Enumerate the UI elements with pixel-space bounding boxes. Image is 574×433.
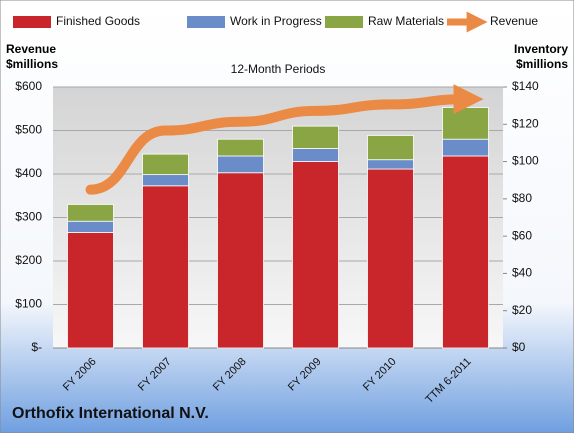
bar-segment [67,232,114,349]
y-tick-label: $- [31,340,42,354]
bar-segment [367,135,414,161]
y2-tick-label: $140 [512,79,539,93]
legend-label: Revenue [490,14,538,28]
legend-label: Finished Goods [56,14,140,28]
y2-axis-label-text: Inventory $millions [513,42,568,71]
bar-segment [292,161,339,349]
bar-segment [442,138,489,157]
legend-label: Work in Progress [230,14,322,28]
bar-segment [217,155,264,174]
y2-tick-label: $40 [512,266,532,280]
legend-swatch [187,16,225,28]
bar-segment [67,220,114,233]
bar-segment [142,174,189,187]
bar-segment [217,138,264,157]
legend-swatch [325,16,363,28]
bar-segment [442,155,489,349]
y-tick-label: $600 [15,79,42,93]
y2-tick-label: $120 [512,116,539,130]
y-tick-label: $500 [15,123,42,137]
y2-tick-label: $60 [512,228,532,242]
legend-swatch [13,16,51,28]
revenue-line [85,84,484,195]
y-tick-label: $100 [15,297,42,311]
y2-tick-label: $80 [512,191,532,205]
y2-tick-label: $0 [512,340,526,354]
bar-segment [367,159,414,170]
bar-segment [67,204,114,222]
bar-segment [142,153,189,176]
y-tick-label: $200 [15,253,42,267]
chart-title: 12-Month Periods [231,62,326,76]
bar-segment [217,172,264,349]
y2-tick-label: $100 [512,154,539,168]
y-tick-label: $400 [15,166,42,180]
company-name: Orthofix International N.V. [12,405,209,422]
bar-segment [292,125,339,149]
bar-segment [142,185,189,349]
y-axis-label-text: Revenue $millions [6,42,59,71]
y-tick-label: $300 [15,210,42,224]
y2-axis-label: Inventory $millions [513,42,568,71]
y-axis-label: Revenue $millions [6,42,59,71]
legend-label: Raw Materials [368,14,444,28]
bar-segment [292,148,339,162]
bar-segment [367,168,414,349]
bar-segment [442,107,489,140]
y2-tick-label: $20 [512,303,532,317]
